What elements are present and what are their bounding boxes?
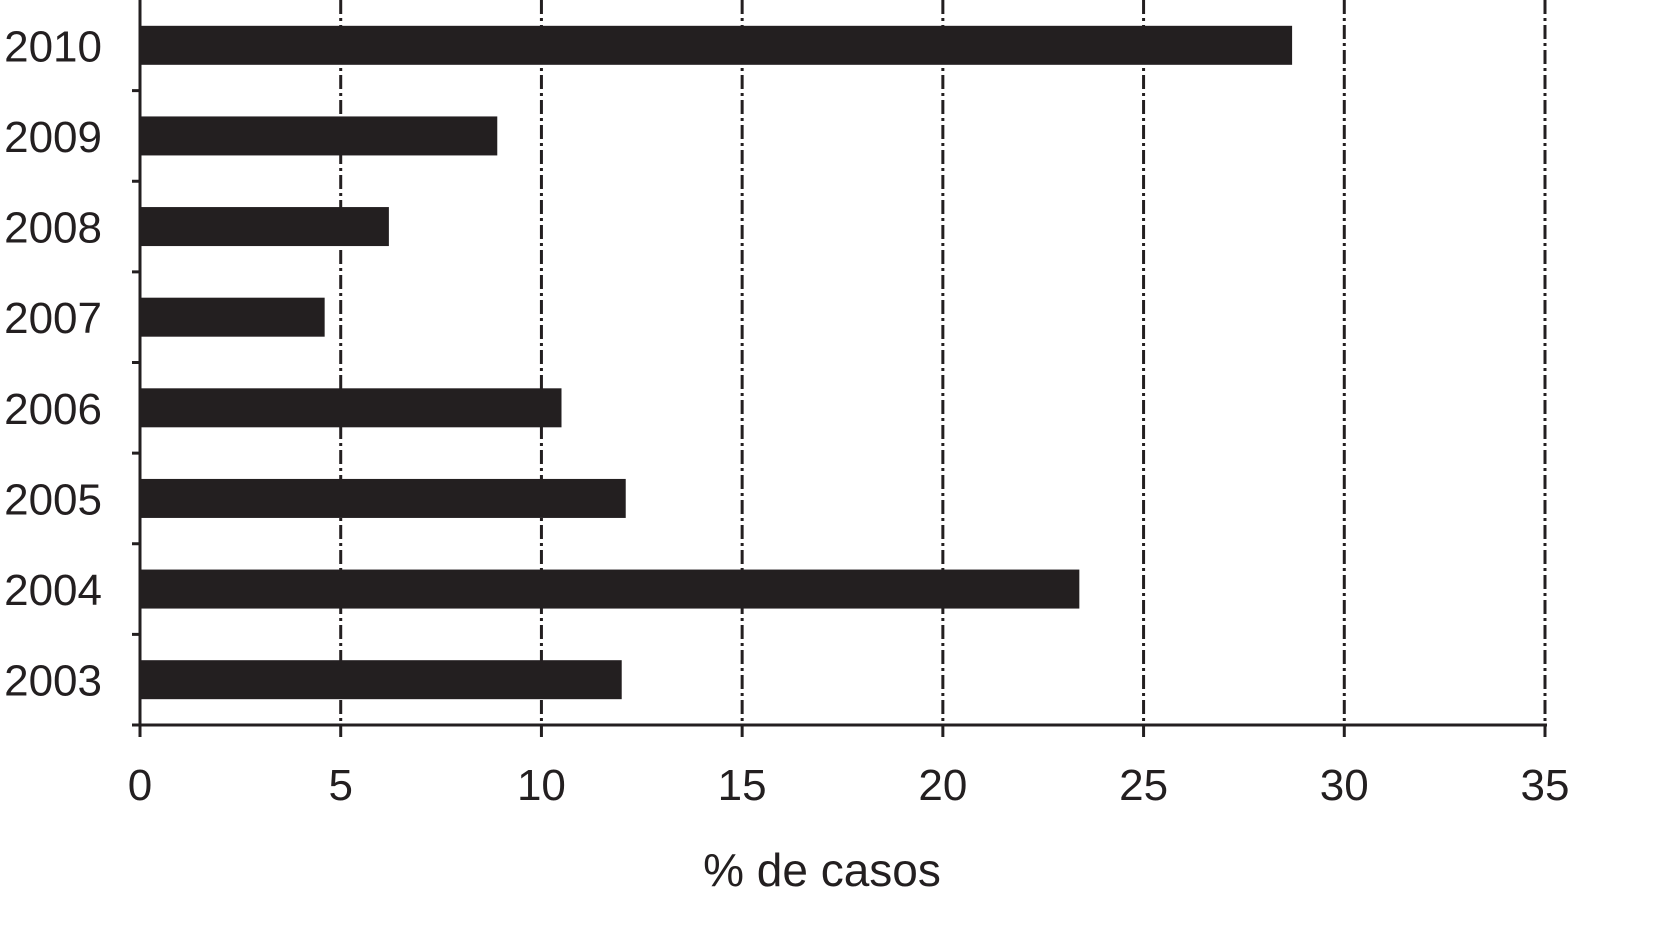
x-tick-labels: 0 5 10 15 20 25 30 35 [128, 725, 1570, 810]
x-tick-label-0: 0 [128, 761, 152, 810]
bar-2009 [140, 116, 498, 156]
x-tick-label-20: 20 [918, 761, 967, 810]
bar-2003 [140, 660, 622, 700]
y-tick-labels: 2010 2009 2008 2007 2006 2005 2004 2003 [4, 22, 140, 727]
y-tick-label-2010: 2010 [4, 22, 102, 71]
y-tick-label-2008: 2008 [4, 204, 102, 253]
axes [138, 0, 1547, 737]
x-tick-label-10: 10 [517, 761, 566, 810]
bar-2006 [140, 388, 562, 428]
grid-lines [339, 0, 1547, 725]
y-tick-label-2004: 2004 [4, 566, 102, 615]
y-tick-label-2003: 2003 [4, 657, 102, 706]
x-tick-label-5: 5 [328, 761, 352, 810]
x-axis-label: % de casos [703, 844, 941, 896]
y-tick-label-2009: 2009 [4, 113, 102, 162]
x-tick-label-35: 35 [1521, 761, 1570, 810]
y-tick-label-2005: 2005 [4, 475, 102, 524]
bar-2004 [140, 569, 1080, 609]
bar-2008 [140, 207, 389, 247]
x-tick-label-15: 15 [718, 761, 767, 810]
x-tick-label-30: 30 [1320, 761, 1369, 810]
bar-2007 [140, 297, 325, 337]
y-tick-label-2007: 2007 [4, 294, 102, 343]
bars [140, 25, 1293, 700]
y-tick-label-2006: 2006 [4, 385, 102, 434]
x-tick-label-25: 25 [1119, 761, 1168, 810]
bar-2005 [140, 478, 626, 518]
bar-2010 [140, 25, 1293, 65]
